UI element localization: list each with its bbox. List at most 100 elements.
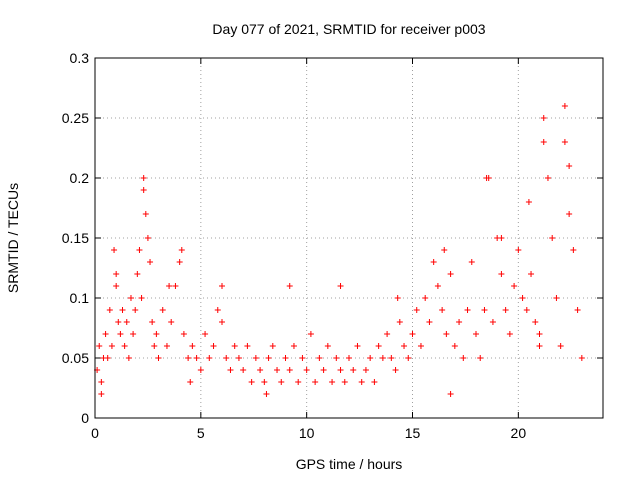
data-point bbox=[187, 379, 194, 385]
data-points bbox=[94, 103, 585, 397]
y-tick-label: 0.15 bbox=[62, 230, 89, 246]
data-point bbox=[299, 355, 306, 361]
data-point bbox=[506, 331, 513, 337]
data-point bbox=[536, 331, 543, 337]
data-point bbox=[540, 139, 547, 145]
data-point bbox=[337, 367, 344, 373]
data-point bbox=[528, 271, 535, 277]
x-tick-label: 10 bbox=[299, 425, 315, 441]
data-point bbox=[123, 319, 130, 325]
data-point bbox=[119, 307, 126, 313]
x-tick-label: 20 bbox=[511, 425, 527, 441]
y-tick-label: 0.2 bbox=[70, 170, 90, 186]
data-point bbox=[392, 367, 399, 373]
data-point bbox=[263, 391, 270, 397]
data-point bbox=[144, 235, 151, 241]
data-point bbox=[265, 355, 272, 361]
data-point bbox=[252, 355, 259, 361]
data-point bbox=[193, 355, 200, 361]
data-point bbox=[375, 343, 382, 349]
data-point bbox=[544, 175, 551, 181]
data-point bbox=[117, 331, 124, 337]
data-point bbox=[136, 247, 143, 253]
data-point bbox=[151, 343, 158, 349]
data-point bbox=[261, 379, 268, 385]
data-point bbox=[324, 343, 331, 349]
data-point bbox=[536, 343, 543, 349]
y-tick-label: 0.3 bbox=[70, 50, 90, 66]
data-point bbox=[394, 295, 401, 301]
data-point bbox=[113, 271, 120, 277]
data-point bbox=[106, 307, 113, 313]
data-point bbox=[206, 355, 213, 361]
data-point bbox=[219, 319, 225, 325]
data-point bbox=[477, 355, 484, 361]
data-point bbox=[498, 271, 505, 277]
data-point bbox=[456, 319, 463, 325]
data-point bbox=[113, 283, 120, 289]
data-point bbox=[426, 319, 433, 325]
data-point bbox=[257, 367, 264, 373]
data-point bbox=[147, 259, 154, 265]
data-point bbox=[498, 235, 505, 241]
data-point bbox=[168, 319, 175, 325]
data-point bbox=[409, 331, 416, 337]
data-point bbox=[102, 331, 109, 337]
data-point bbox=[130, 331, 137, 337]
data-point bbox=[451, 343, 458, 349]
data-point bbox=[98, 379, 105, 385]
data-point bbox=[189, 343, 196, 349]
y-axis-label: SRMTID / TECUs bbox=[5, 183, 21, 293]
data-point bbox=[362, 367, 369, 373]
data-point bbox=[163, 343, 170, 349]
data-point bbox=[549, 235, 556, 241]
data-point bbox=[566, 163, 573, 169]
data-point bbox=[172, 283, 179, 289]
data-point bbox=[557, 343, 564, 349]
data-point bbox=[333, 355, 340, 361]
data-point bbox=[337, 283, 344, 289]
data-point bbox=[98, 391, 105, 397]
y-tick-label: 0.05 bbox=[62, 350, 89, 366]
data-point bbox=[468, 259, 475, 265]
data-point bbox=[441, 247, 448, 253]
data-point bbox=[244, 343, 251, 349]
data-point bbox=[405, 355, 412, 361]
data-point bbox=[176, 259, 183, 265]
data-point bbox=[341, 379, 348, 385]
data-point bbox=[202, 331, 209, 337]
data-point bbox=[180, 331, 187, 337]
y-tick-label: 0.25 bbox=[62, 110, 89, 126]
data-point bbox=[178, 247, 185, 253]
chart-title: Day 077 of 2021, SRMTID for receiver p00… bbox=[212, 21, 485, 37]
data-point bbox=[401, 343, 408, 349]
data-point bbox=[223, 355, 230, 361]
data-point bbox=[460, 355, 467, 361]
data-point bbox=[153, 331, 160, 337]
data-point bbox=[125, 355, 132, 361]
data-point bbox=[574, 307, 581, 313]
data-point bbox=[269, 343, 276, 349]
data-point bbox=[578, 355, 585, 361]
data-point bbox=[316, 355, 323, 361]
data-point bbox=[346, 355, 352, 361]
data-point bbox=[320, 367, 327, 373]
data-point bbox=[413, 307, 420, 313]
data-point bbox=[329, 379, 336, 385]
plot-area-frame bbox=[94, 57, 604, 419]
y-tick-label: 0 bbox=[81, 410, 89, 426]
data-point bbox=[570, 247, 577, 253]
data-point bbox=[566, 211, 573, 217]
data-point bbox=[515, 247, 522, 253]
data-point bbox=[367, 355, 374, 361]
data-point bbox=[185, 355, 192, 361]
data-point bbox=[489, 319, 496, 325]
data-point bbox=[307, 331, 314, 337]
data-point bbox=[111, 247, 118, 253]
data-point bbox=[553, 295, 560, 301]
data-point bbox=[104, 355, 111, 361]
data-point bbox=[210, 343, 217, 349]
data-point bbox=[422, 295, 429, 301]
data-point bbox=[290, 343, 297, 349]
